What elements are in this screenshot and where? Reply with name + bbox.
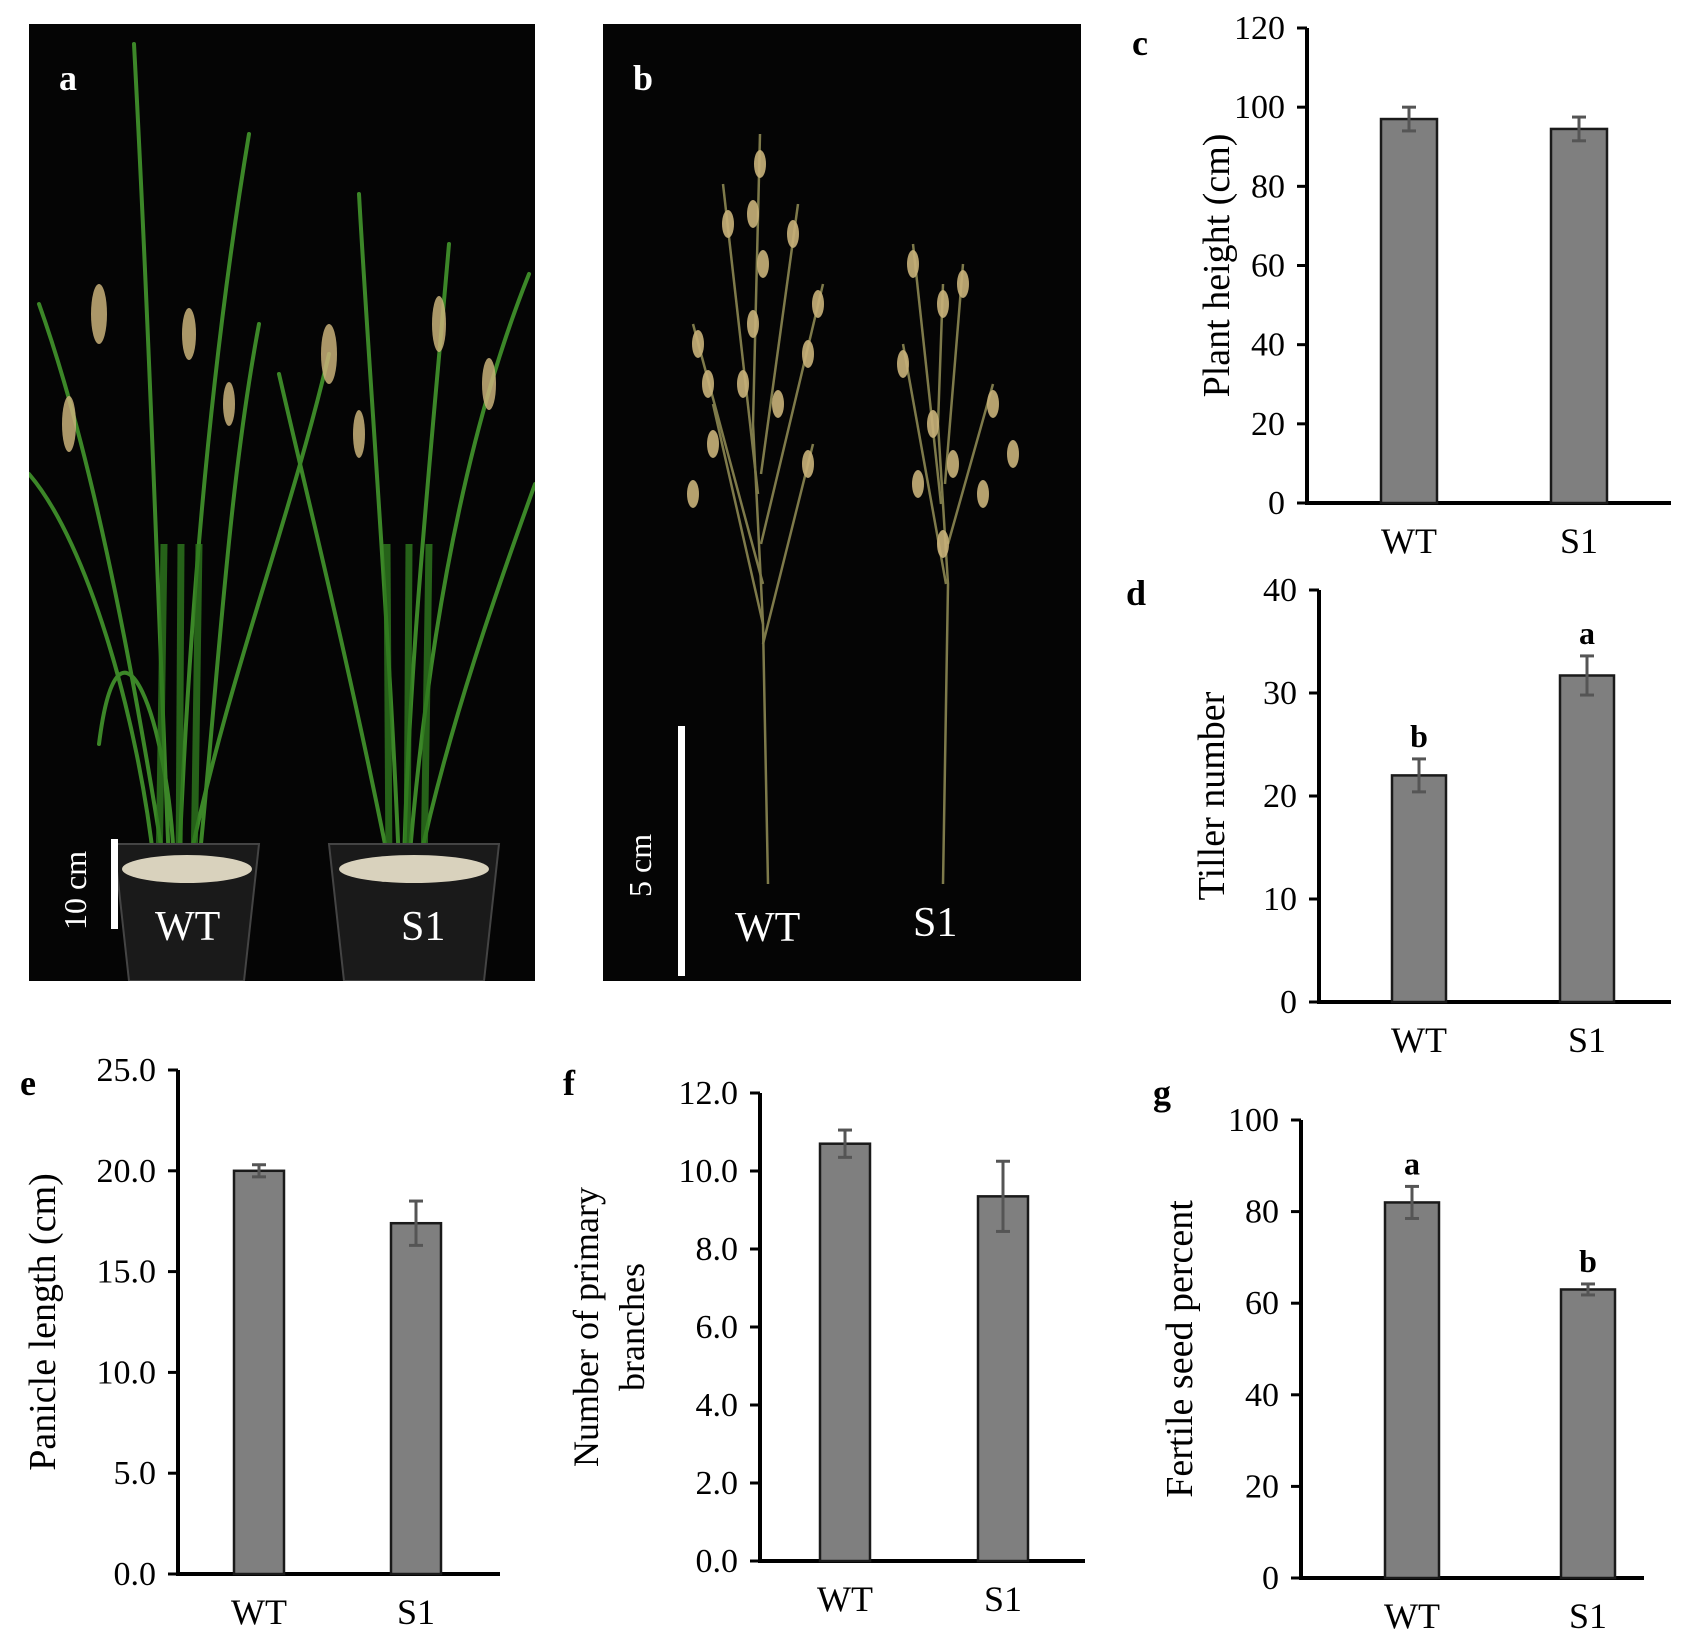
photo-b-label-s1: S1 — [913, 900, 958, 946]
x-tick-label: S1 — [1569, 1596, 1607, 1636]
y-tick-label: 0.0 — [696, 1543, 739, 1580]
panel-letter-b: b — [633, 58, 654, 98]
bar-wt — [818, 1142, 872, 1563]
bar-s1 — [1549, 127, 1609, 505]
y-tick-label: 10 — [1263, 881, 1297, 918]
chart-primary-branches: f 0.0 2.0 4.0 6.0 8.0 10.0 12.0 Number of primar… — [563, 1063, 1085, 1619]
bar-s1 — [976, 1195, 1030, 1563]
y-tick-label: 40 — [1251, 327, 1285, 364]
rice-panicles-icon — [687, 133, 1019, 885]
y-tick-label: 2.0 — [696, 1465, 739, 1502]
y-tick-label: 20 — [1251, 406, 1285, 443]
photo-a-label-s1: S1 — [401, 904, 446, 950]
y-tick-label: 5.0 — [114, 1455, 157, 1492]
panel-letter-a: a — [59, 58, 77, 98]
y-tick-label: 100 — [1228, 1102, 1279, 1139]
y-tick-label: 15.0 — [97, 1254, 157, 1291]
y-tick-label: 12.0 — [679, 1075, 739, 1112]
x-tick-label: WT — [817, 1579, 873, 1619]
y-tick-label: 20 — [1263, 778, 1297, 815]
y-tick-label: 60 — [1251, 248, 1285, 285]
y-tick-label: 20 — [1245, 1468, 1279, 1505]
panel-letter-d: d — [1126, 573, 1146, 613]
bar-s1 — [1558, 674, 1616, 1004]
rice-panicles-photo: b 5 cm WT S1 — [603, 24, 1081, 981]
y-tick-label: 20.0 — [97, 1153, 157, 1190]
y-tick-label: 120 — [1234, 10, 1285, 47]
chart-fertile-seed: g 0 20 40 60 80 100 Fertile seed percent a WT b S1 — [1153, 1073, 1644, 1636]
y-tick-label: 80 — [1251, 168, 1285, 205]
panel-letter-f: f — [563, 1063, 576, 1103]
y-tick-label: 80 — [1245, 1194, 1279, 1231]
significance-letter: b — [1410, 718, 1428, 754]
x-tick-label: S1 — [1560, 521, 1598, 561]
scale-bar-a — [111, 839, 118, 929]
rice-plants-icon — [29, 42, 535, 981]
y-tick-label: 30 — [1263, 675, 1297, 712]
bar-wt — [1379, 117, 1439, 505]
y-tick-label: 0.0 — [114, 1556, 157, 1593]
y-tick-label: 8.0 — [696, 1231, 739, 1268]
panel-letter-e: e — [20, 1063, 36, 1103]
chart-plant-height: c 0 20 40 60 80 100 120 Plant height (cm) WT S1 — [1132, 10, 1671, 561]
photo-a-label-wt: WT — [155, 904, 221, 950]
x-tick-label: S1 — [984, 1579, 1022, 1619]
rice-plants-photo: a 10 cm WT S1 — [29, 24, 535, 981]
panel-letter-g: g — [1153, 1073, 1171, 1113]
chart-panicle-length: e 0.0 5.0 10.0 15.0 20.0 25.0 Panicle length (c… — [20, 1052, 500, 1632]
y-tick-label: 0 — [1280, 984, 1297, 1021]
y-tick-label: 40 — [1263, 572, 1297, 609]
chart-tiller-number: d 0 10 20 30 40 Tiller number b WT a S1 — [1126, 572, 1671, 1060]
x-tick-label: S1 — [1568, 1020, 1606, 1060]
photo-b-label-wt: WT — [735, 905, 801, 951]
y-tick-label: 10.0 — [97, 1354, 157, 1391]
y-axis-label: branches — [612, 1263, 652, 1391]
y-tick-label: 6.0 — [696, 1309, 739, 1346]
y-axis-label: Number of primary — [566, 1187, 606, 1467]
significance-letter: a — [1404, 1145, 1420, 1181]
significance-letter: b — [1579, 1243, 1597, 1279]
y-tick-label: 0 — [1262, 1560, 1279, 1597]
x-tick-label: WT — [1391, 1020, 1447, 1060]
x-tick-label: WT — [1381, 521, 1437, 561]
bar-s1 — [389, 1221, 443, 1576]
x-tick-label: WT — [1384, 1596, 1440, 1636]
y-tick-label: 25.0 — [97, 1052, 157, 1089]
significance-letter: a — [1579, 615, 1595, 651]
y-tick-label: 40 — [1245, 1377, 1279, 1414]
y-tick-label: 4.0 — [696, 1387, 739, 1424]
y-tick-label: 100 — [1234, 89, 1285, 126]
bar-wt — [1383, 1201, 1441, 1580]
scale-bar-b — [678, 726, 685, 976]
y-tick-label: 10.0 — [679, 1153, 739, 1190]
bar-s1 — [1559, 1288, 1617, 1580]
panel-letter-c: c — [1132, 23, 1148, 63]
y-axis-label: Tiller number — [1191, 691, 1233, 900]
y-axis-label: Fertile seed percent — [1159, 1200, 1201, 1498]
y-tick-label: 0 — [1268, 485, 1285, 522]
scale-label-a: 10 cm — [57, 850, 93, 930]
scale-label-b: 5 cm — [622, 833, 658, 897]
y-axis-label: Panicle length (cm) — [22, 1173, 64, 1471]
x-tick-label: S1 — [397, 1592, 435, 1632]
y-tick-label: 60 — [1245, 1285, 1279, 1322]
x-tick-label: WT — [231, 1592, 287, 1632]
y-axis-label: Plant height (cm) — [1196, 134, 1238, 398]
bar-wt — [1390, 774, 1448, 1004]
bar-wt — [232, 1169, 286, 1576]
